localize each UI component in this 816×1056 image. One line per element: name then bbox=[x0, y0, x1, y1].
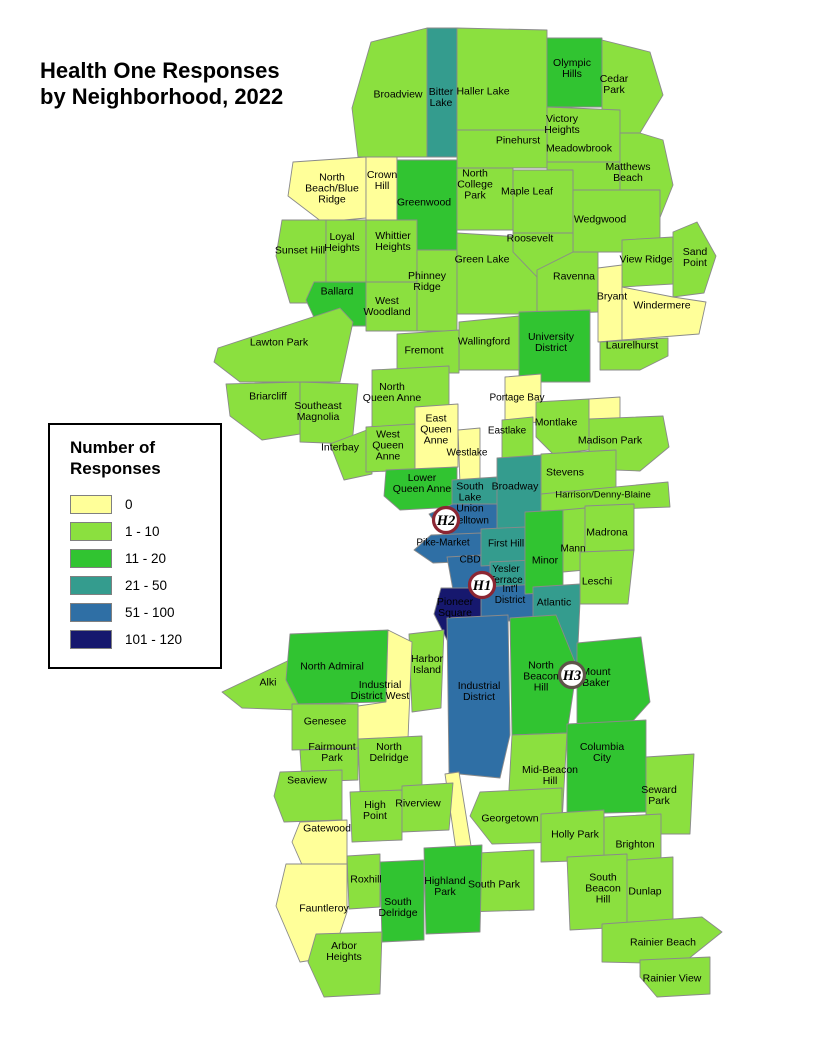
legend-row-0: 0 bbox=[70, 495, 220, 514]
region-north-college-park bbox=[456, 167, 514, 231]
legend-swatch-1 bbox=[70, 522, 112, 541]
region-lawton-park bbox=[213, 307, 354, 383]
region-briarcliff bbox=[225, 381, 301, 441]
legend-swatch-5 bbox=[70, 630, 112, 649]
region-montlake bbox=[535, 398, 590, 455]
region-leschi bbox=[579, 549, 635, 605]
region-minor bbox=[524, 509, 564, 595]
legend-swatch-0 bbox=[70, 495, 112, 514]
region-north-beacon-hill bbox=[509, 614, 578, 736]
region-north-admiral bbox=[285, 629, 389, 705]
title-line-2: by Neighborhood, 2022 bbox=[40, 84, 284, 109]
legend-title-line-2: Responses bbox=[70, 459, 161, 478]
region-arbor-heights bbox=[307, 931, 383, 998]
legend-item-label: 101 - 120 bbox=[125, 632, 183, 647]
region-bitter-lake bbox=[426, 27, 458, 158]
region-loyal-heights bbox=[325, 219, 367, 283]
legend-item-label: 21 - 50 bbox=[125, 578, 168, 593]
region-rainier-beach bbox=[601, 916, 723, 965]
region-crown-hill bbox=[365, 156, 398, 221]
legend-swatch-2 bbox=[70, 549, 112, 568]
region-highland-park bbox=[423, 844, 483, 935]
region-view-ridge bbox=[621, 236, 674, 288]
legend-title-line-1: Number of bbox=[70, 438, 155, 457]
region-sand-point bbox=[672, 221, 717, 298]
region-fremont bbox=[396, 329, 460, 374]
region-roxhill bbox=[346, 853, 381, 910]
legend-item-label: 1 - 10 bbox=[125, 524, 160, 539]
region-whittier-heights bbox=[365, 219, 418, 283]
region-victory-heights bbox=[546, 106, 621, 163]
marker-h3: H3 bbox=[557, 660, 587, 690]
marker-label-h1: H1 bbox=[472, 578, 492, 594]
region-alki bbox=[221, 655, 299, 711]
region-riverview bbox=[401, 782, 454, 833]
region-south-delridge bbox=[379, 859, 425, 943]
region-windermere bbox=[621, 286, 707, 341]
marker-h1: H1 bbox=[467, 570, 497, 600]
legend-row-3: 21 - 50 bbox=[70, 576, 220, 595]
region-industrial-district bbox=[446, 614, 511, 779]
title-line-1: Health One Responses bbox=[40, 58, 280, 83]
legend-row-4: 51 - 100 bbox=[70, 603, 220, 622]
region-madrona bbox=[584, 503, 635, 553]
legend-item-label: 51 - 100 bbox=[125, 605, 175, 620]
legend-rows: 0 1 - 10 11 - 20 21 - 50 51 - 100 101 - 120 bbox=[70, 495, 220, 649]
region-olympic-hills bbox=[546, 37, 603, 108]
region-laurelhurst bbox=[599, 337, 669, 371]
region-stevens bbox=[540, 449, 617, 495]
legend-row-2: 11 - 20 bbox=[70, 549, 220, 568]
legend-row-5: 101 - 120 bbox=[70, 630, 220, 649]
legend-item-label: 11 - 20 bbox=[125, 551, 167, 566]
legend-row-1: 1 - 10 bbox=[70, 522, 220, 541]
region-westlake bbox=[457, 427, 481, 485]
region-dunlap bbox=[626, 856, 674, 925]
region-broadview bbox=[351, 27, 428, 158]
region-lower-queen-anne bbox=[383, 466, 458, 511]
region-rainier-view bbox=[639, 956, 711, 998]
region-pinehurst bbox=[456, 129, 548, 169]
legend-swatch-4 bbox=[70, 603, 112, 622]
region-seaview bbox=[273, 769, 343, 823]
region-maple-leaf bbox=[512, 169, 574, 234]
region-phinney-ridge bbox=[416, 249, 458, 332]
region-georgetown bbox=[469, 787, 563, 845]
marker-circle-h3 bbox=[557, 660, 587, 690]
legend-item-label: 0 bbox=[125, 497, 133, 512]
region-west-woodland bbox=[365, 281, 418, 332]
region-southeast-magnolia bbox=[299, 381, 359, 445]
region-haller-lake bbox=[456, 27, 548, 131]
page-title: Health One Responses by Neighborhood, 20… bbox=[40, 58, 283, 110]
region-north-delridge bbox=[357, 735, 423, 793]
marker-circle-h2 bbox=[431, 505, 461, 535]
region-broadmoor bbox=[588, 396, 621, 422]
region-north-beach-blue-ridge bbox=[287, 156, 367, 223]
marker-label-h3: H3 bbox=[562, 668, 582, 684]
marker-h2: H2 bbox=[431, 505, 461, 535]
region-university-district bbox=[518, 309, 591, 383]
map-legend: Number of Responses 0 1 - 10 11 - 20 21 - 5… bbox=[48, 423, 222, 669]
region-high-point bbox=[349, 789, 403, 843]
region-wallingford bbox=[458, 315, 520, 371]
marker-label-h2: H2 bbox=[436, 513, 456, 529]
region-west-queen-anne bbox=[365, 423, 416, 473]
legend-swatch-3 bbox=[70, 576, 112, 595]
region-harbor-island bbox=[408, 629, 445, 713]
region-east-queen-anne bbox=[414, 403, 459, 471]
region-interbay bbox=[329, 427, 373, 481]
region-gatewood bbox=[291, 819, 348, 868]
region-south-beacon-hill bbox=[566, 853, 628, 931]
region-holly-park bbox=[540, 809, 605, 863]
region-bryant bbox=[597, 264, 623, 343]
region-genesee bbox=[291, 703, 359, 751]
marker-circle-h1 bbox=[467, 570, 497, 600]
region-columbia-city bbox=[566, 719, 647, 815]
region-first-hill bbox=[480, 526, 526, 567]
legend-title: Number of Responses bbox=[70, 437, 220, 479]
